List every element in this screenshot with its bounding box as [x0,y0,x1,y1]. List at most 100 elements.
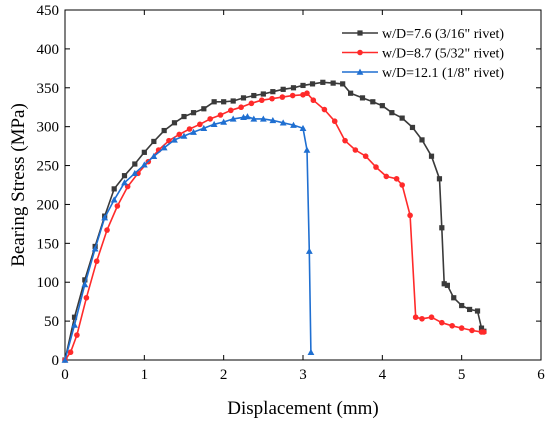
series-1-point [359,95,366,101]
series-1-point [330,80,336,86]
series-3-point [110,196,118,203]
series-2-point [412,314,419,321]
series-1-point [340,81,346,87]
axis-ticks: 0 1 2 3 4 5 6 0 50 100 150 200 250 300 350 400 450 [37,3,546,383]
series-3-point [290,121,297,128]
series-2-point [67,349,74,356]
series-3-point [250,115,258,122]
y-tick-label: 0 [52,353,60,369]
series-2-point [279,94,286,100]
series-2-point [419,315,425,322]
series-3-point [121,179,128,186]
series-1-point [201,106,207,112]
series-2-point [93,258,100,265]
series-2-point [104,227,110,233]
series-2 [62,90,487,363]
series-2-line [64,92,484,361]
series-2-point [217,112,224,118]
series-1-point [428,153,435,159]
series-3-point [307,348,315,355]
series-1-point [441,281,447,287]
series-3-point [150,152,158,159]
series-3-point [81,281,89,288]
series-3-point [220,118,228,125]
series-2-point [428,314,435,321]
series-1 [62,79,487,363]
series-2-point [83,294,90,301]
x-tick-label: 2 [220,367,228,383]
series-2-point [399,182,405,188]
series-3-point [91,245,99,252]
y-tick-label: 450 [37,3,60,19]
series-3-point [299,124,307,131]
series-1-point [161,127,167,134]
legend-label-1: w/D=7.6 (3/16" rivet) [382,27,504,42]
series-1-point [474,308,481,314]
series-1-point [467,306,473,313]
series-2-point [258,97,265,104]
series-2-point [238,104,244,111]
legend-marker-1 [357,30,363,36]
series-1-point [221,99,227,105]
series-3-point [279,119,287,126]
series-3-point [305,247,313,254]
y-tick-label: 400 [37,42,60,58]
series-2-point [207,116,213,122]
series-2-point [458,325,465,331]
y-tick-label: 300 [37,120,60,136]
series-1-point [399,115,405,121]
series-1-point [82,277,88,283]
series-1-point [309,81,316,87]
series-2-point [352,147,359,153]
series-1-point [230,98,236,104]
series-3-point [71,321,78,328]
series-3-point [303,146,311,153]
series-2-point [469,327,475,334]
x-tick-label: 1 [141,367,149,383]
series-1-point [71,314,78,320]
series-1-point [300,82,306,89]
y-tick-label: 50 [44,314,59,330]
x-tick-label: 5 [458,367,466,383]
series-3-point [171,136,178,143]
x-tick-label: 4 [379,367,387,383]
series-1-point [348,90,354,96]
series-1-point [251,92,257,99]
series-2-point [383,173,390,180]
series-1-point [270,89,276,95]
series-3-point [61,356,69,363]
series-1-point [181,113,187,120]
series-1-point [419,137,425,143]
series-2-point [197,121,203,128]
series-1-point [379,103,385,109]
series-3-point [210,120,218,128]
y-tick-label: 350 [37,81,60,97]
series-1-point [370,99,376,105]
series-2-point [176,131,183,138]
y-tick-label: 250 [37,159,60,175]
series-3-point [140,161,148,168]
series-2-point [362,153,369,160]
series-2-point [449,322,455,329]
series-2-point [248,100,255,107]
series-2-point [439,319,445,326]
series-1-point [459,302,465,309]
series-2-point [289,92,296,99]
y-tick-label: 100 [37,275,60,291]
series-2-point [114,203,121,209]
series-1-point [439,225,445,231]
legend-label-2: w/D=8.7 (5/32" rivet) [382,47,504,62]
series-2-point [321,106,328,113]
series-1-point [171,120,178,126]
series-1-point [478,325,485,331]
series-2-point [74,332,80,338]
series-3 [61,113,315,363]
series-3-point [180,132,188,139]
series-3-point [259,115,267,122]
series-layer [61,79,487,363]
series-1-point [240,95,247,101]
y-axis-title: Bearing Stress (MPa) [8,103,29,267]
series-2-point [393,175,400,182]
series-1-point [320,79,326,85]
series-1-point [290,85,297,91]
